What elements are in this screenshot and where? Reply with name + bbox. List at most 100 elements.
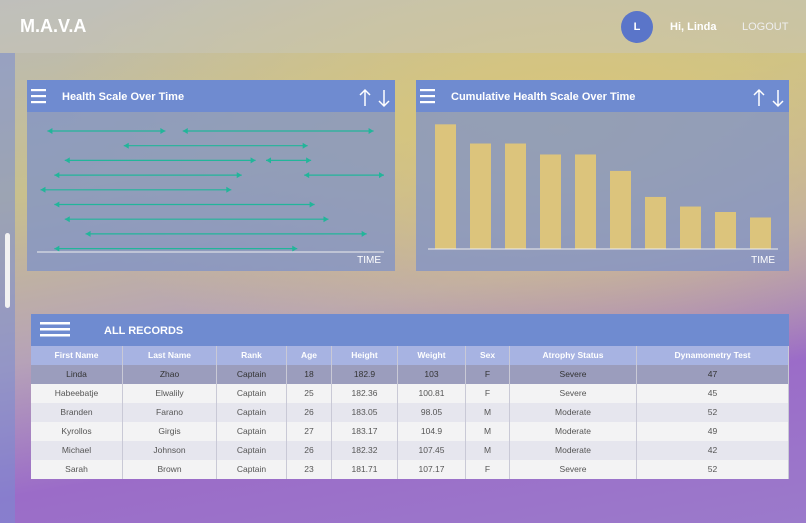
table-cell: 107.17	[398, 460, 466, 479]
table-cell: Severe	[510, 460, 637, 479]
table-cell: F	[466, 365, 510, 384]
bar	[540, 154, 561, 249]
table-cell: Weight	[398, 346, 466, 365]
range-arrow	[182, 128, 374, 134]
table-cell: M	[466, 403, 510, 422]
table-cell: Captain	[217, 441, 287, 460]
bar	[505, 143, 526, 249]
menu-icon	[31, 95, 46, 98]
table-cell: 100.81	[398, 384, 466, 403]
table-cell: Farano	[123, 403, 217, 422]
table-cell: Linda	[31, 365, 123, 384]
table-cell: Captain	[217, 460, 287, 479]
table-cell: First Name	[31, 346, 123, 365]
menu-icon	[420, 101, 435, 104]
table-cell: F	[466, 460, 510, 479]
table-cell: 182.9	[332, 365, 398, 384]
table-cell: Girgis	[123, 422, 217, 441]
table-cell: 182.36	[332, 384, 398, 403]
records-table: First Name Last Name Rank Age Height Weight Se…	[31, 346, 789, 480]
table-cell: 183.05	[332, 403, 398, 422]
x-axis-label: TIME	[751, 255, 775, 266]
table-cell: 52	[637, 460, 789, 479]
menu-icon	[420, 89, 435, 92]
logout-button[interactable]: LOGOUT	[742, 21, 789, 33]
range-arrow	[304, 172, 384, 179]
table-cell: 47	[637, 365, 789, 384]
table-cell: 49	[637, 422, 789, 441]
menu-icon	[31, 101, 46, 104]
table-cell: Age	[287, 346, 332, 365]
table-cell: Johnson	[123, 441, 217, 460]
table-cell: 26	[287, 403, 332, 422]
table-cell: F	[466, 384, 510, 403]
bar	[750, 217, 771, 249]
table-cell: Moderate	[510, 441, 637, 460]
table-cell: Habeebatje	[31, 384, 123, 403]
table-cell: Rank	[217, 346, 287, 365]
table-cell: Captain	[217, 384, 287, 403]
range-arrow	[85, 230, 367, 237]
table-cell: 98.05	[398, 403, 466, 422]
chart-header	[416, 80, 789, 112]
brand[interactable]: M.A.V.A	[20, 16, 87, 36]
sort-icon	[753, 88, 784, 108]
header: M.A.V.A L Hi, Linda LOGOUT	[0, 0, 806, 53]
table-cell: Branden	[31, 403, 123, 422]
bar	[645, 196, 666, 249]
table-cell: 104.9	[398, 422, 466, 441]
table-cell: M	[466, 441, 510, 460]
range-arrow	[47, 128, 166, 134]
table-cell: 107.45	[398, 441, 466, 460]
table-cell: 181.71	[332, 460, 398, 479]
table-cell: Captain	[217, 403, 287, 422]
bar	[610, 170, 631, 249]
table-cell: Kyrollos	[31, 422, 123, 441]
bar	[470, 143, 491, 249]
bar	[435, 124, 456, 249]
table-cell: Severe	[510, 384, 637, 403]
bar	[575, 154, 596, 249]
table-cell: 23	[287, 460, 332, 479]
range-arrow	[54, 201, 315, 208]
scrollbar[interactable]	[5, 233, 10, 308]
avatar[interactable]: L	[621, 11, 653, 43]
table-cell: Last Name	[123, 346, 217, 365]
range-arrow	[64, 157, 256, 164]
table-cell: Height	[332, 346, 398, 365]
table-cell: Dynamometry Test	[637, 346, 789, 365]
x-axis-label: TIME	[357, 255, 381, 266]
range-arrow	[64, 216, 329, 223]
table-cell: Brown	[123, 460, 217, 479]
table-cell: Sex	[466, 346, 510, 365]
chart-title: Health Scale Over Time	[62, 91, 184, 103]
table-cell: 183.17	[332, 422, 398, 441]
table-cell: Moderate	[510, 403, 637, 422]
table-cell: 26	[287, 441, 332, 460]
records-title: ALL RECORDS	[104, 325, 184, 337]
range-arrow	[54, 245, 298, 252]
table-cell: 45	[637, 384, 789, 403]
bar	[680, 206, 701, 249]
range-arrow	[54, 172, 242, 179]
range-arrow	[123, 142, 308, 149]
table-cell: 103	[398, 365, 466, 384]
menu-icon[interactable]	[40, 322, 72, 338]
greeting: Hi, Linda	[670, 21, 717, 33]
table-cell: 18	[287, 365, 332, 384]
records-header: ALL RECORDS	[31, 314, 789, 346]
table-cell: Captain	[217, 365, 287, 384]
table-cell: Sarah	[31, 460, 123, 479]
menu-icon	[420, 95, 435, 98]
chart-header	[27, 80, 395, 112]
sort-icon	[359, 88, 390, 108]
table-cell: 52	[637, 403, 789, 422]
table-cell: M	[466, 422, 510, 441]
table-cell: Severe	[510, 365, 637, 384]
table-cell: Moderate	[510, 422, 637, 441]
arrow-head	[266, 157, 312, 164]
bar	[715, 212, 736, 249]
table-cell: 42	[637, 441, 789, 460]
